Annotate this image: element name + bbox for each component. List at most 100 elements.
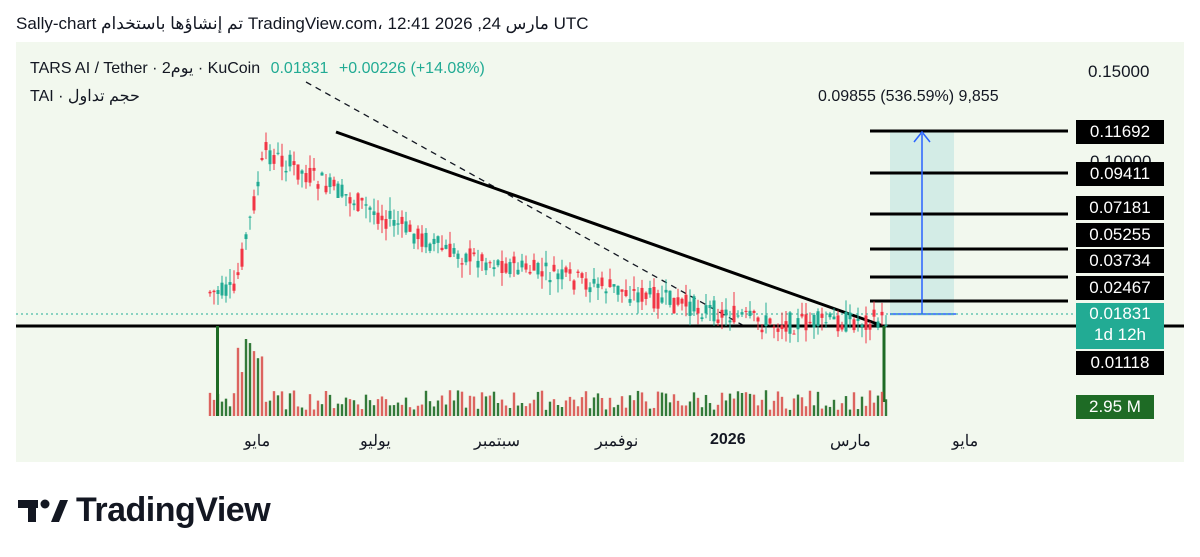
volume-legend[interactable]: TAI · حجم تداول (30, 88, 140, 105)
level-label-2: 0.09411 (1076, 162, 1164, 186)
candle-body (880, 311, 884, 316)
volume-bar (240, 372, 244, 416)
volume-bar (368, 400, 372, 416)
volume-bar (636, 390, 640, 416)
candle-body (460, 263, 464, 265)
candle-body (476, 260, 480, 268)
volume-bar (412, 409, 416, 416)
volume-bar (496, 403, 500, 416)
candle-body (456, 253, 460, 259)
volume-bar (568, 396, 572, 416)
volume-bar (696, 397, 700, 416)
volume-bar (600, 397, 604, 416)
candle-body (376, 212, 380, 224)
volume-bar (652, 407, 656, 416)
candle-body (496, 260, 500, 266)
volume-bar (512, 392, 516, 416)
volume-bar (292, 390, 296, 416)
candle-body (396, 223, 400, 225)
volume-bar (684, 405, 688, 416)
tradingview-logo[interactable]: TradingView (18, 490, 271, 530)
volume-bar (556, 405, 560, 416)
candle-body (544, 262, 548, 267)
candle-body (768, 318, 772, 324)
candle-body (296, 164, 300, 180)
volume-bar (708, 403, 712, 416)
candle-body (368, 207, 372, 210)
volume-bar (268, 400, 272, 416)
candle-body (560, 269, 564, 280)
volume-bar (844, 396, 848, 416)
volume-bar (668, 402, 672, 416)
candle-body (404, 221, 408, 233)
volume-bar (560, 407, 564, 416)
volume-bar (360, 409, 364, 416)
candle-body (236, 272, 240, 276)
candle-body (300, 170, 304, 174)
bar-countdown: 1d 12h (1094, 325, 1146, 344)
candle-body (444, 244, 448, 249)
volume-bar (212, 399, 216, 416)
candle-body (676, 297, 680, 305)
volume-bar (728, 393, 732, 416)
time-label-may-2: مايو (952, 433, 979, 450)
volume-bar (448, 390, 452, 416)
candle-body (512, 256, 516, 264)
candle-body (212, 290, 216, 293)
candle-body (232, 283, 236, 291)
candle-body (340, 184, 344, 197)
candle-body (864, 315, 868, 330)
volume-bar (364, 394, 368, 416)
candle-body (392, 220, 396, 226)
candle-body (744, 310, 748, 312)
candle-body (488, 262, 492, 264)
candle-body (756, 317, 760, 322)
candle-body (596, 283, 600, 288)
candle-body (388, 210, 392, 219)
volume-bar (848, 409, 852, 416)
volume-bar (596, 393, 600, 416)
volume-bar (452, 400, 456, 416)
volume-bar (552, 399, 556, 416)
candle-body (868, 324, 872, 330)
chart-attribution: Sally-chart تم إنشاؤها باستخدام TradingV… (16, 14, 589, 33)
candle-body (576, 271, 580, 273)
volume-bar (456, 390, 460, 416)
volume-bar (796, 394, 800, 416)
candle-body (272, 155, 276, 164)
price-chart[interactable] (16, 42, 1184, 462)
candle-body (484, 262, 488, 271)
level-label-5: 0.03734 (1076, 249, 1164, 273)
volume-bar (528, 403, 532, 416)
candle-body (792, 333, 796, 335)
volume-bar (692, 392, 696, 416)
volume-bar (336, 403, 340, 416)
volume-bar (860, 396, 864, 416)
volume-bar (432, 406, 436, 416)
volume-bar (824, 405, 828, 416)
candle-body (624, 290, 628, 297)
candle-body (840, 324, 844, 330)
volume-bar (704, 394, 708, 416)
candle-body (820, 313, 824, 318)
candle-body (516, 269, 520, 275)
volume-bar (828, 406, 832, 416)
symbol-name[interactable]: TARS AI / Tether · 2يوم · KuCoin (30, 60, 261, 77)
candle-body (532, 259, 536, 271)
candle-body (372, 211, 376, 215)
volume-bar (352, 400, 356, 416)
volume-bar (400, 404, 404, 416)
candle-body (308, 167, 312, 183)
candle-body (528, 271, 532, 274)
candle-body (268, 150, 272, 165)
candle-body (284, 170, 288, 173)
candle-body (696, 307, 700, 314)
volume-bar (832, 399, 836, 416)
chart-area[interactable] (16, 42, 1184, 462)
time-label-may: مايو (244, 433, 271, 450)
candle-body (416, 228, 420, 240)
candle-body (228, 282, 232, 285)
volume-bar (340, 404, 344, 416)
volume-bar (804, 406, 808, 416)
volume-bar (424, 390, 428, 416)
